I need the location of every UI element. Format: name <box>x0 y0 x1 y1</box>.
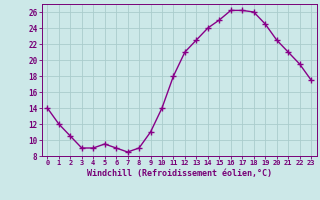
X-axis label: Windchill (Refroidissement éolien,°C): Windchill (Refroidissement éolien,°C) <box>87 169 272 178</box>
